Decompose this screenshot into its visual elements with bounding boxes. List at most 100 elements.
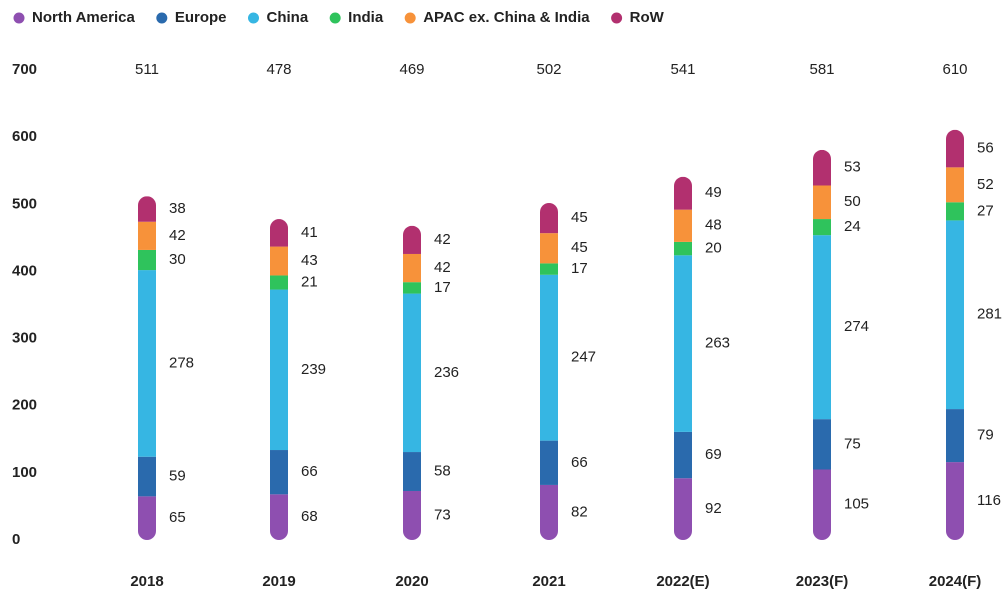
legend-swatch <box>248 12 259 24</box>
x-tick-label: 2019 <box>262 573 295 590</box>
y-tick-label: 200 <box>12 397 37 414</box>
y-tick-label: 100 <box>12 464 37 481</box>
data-label: 53 <box>844 159 861 176</box>
bar-segment <box>403 253 421 283</box>
bar-segment <box>403 293 421 453</box>
bar-segment <box>138 249 156 271</box>
bar-stack <box>403 225 421 540</box>
data-label: 50 <box>844 193 861 210</box>
data-label: 278 <box>169 354 194 371</box>
data-label: 42 <box>434 259 451 276</box>
bar-segment <box>540 440 558 485</box>
data-label: 38 <box>169 200 186 217</box>
data-label: 20 <box>705 240 722 257</box>
bar-segment <box>813 469 831 540</box>
x-tick-label: 2024(F) <box>929 573 982 590</box>
bar-segment <box>138 270 156 457</box>
bar-segment <box>540 484 558 540</box>
bar-segment <box>674 209 692 242</box>
data-label: 58 <box>434 462 451 479</box>
y-tick-label: 400 <box>12 262 37 279</box>
bar-segment <box>138 221 156 250</box>
data-label: 236 <box>434 364 459 381</box>
bar-stack <box>674 176 692 540</box>
bar-segment <box>540 233 558 264</box>
bar-segment <box>540 274 558 441</box>
total-label: 511 <box>135 61 159 78</box>
data-label: 42 <box>169 227 186 244</box>
data-label: 68 <box>301 508 318 525</box>
bar-stack <box>138 196 156 540</box>
bar-stack <box>270 219 288 540</box>
bar-segment <box>270 246 288 276</box>
legend-swatch <box>156 12 168 24</box>
y-tick-label: 300 <box>12 330 37 347</box>
data-label: 92 <box>705 500 722 517</box>
legend-swatch <box>329 12 341 24</box>
bar-segment <box>813 419 831 470</box>
total-label: 581 <box>809 61 834 78</box>
bar-segment <box>946 167 964 203</box>
legend-label: India <box>348 9 384 26</box>
x-tick-label: 2021 <box>532 573 565 590</box>
x-tick-label: 2018 <box>130 573 163 590</box>
data-label: 59 <box>169 468 186 485</box>
bar-segment <box>403 225 421 254</box>
data-label: 42 <box>434 231 451 248</box>
bar-segment <box>946 129 964 168</box>
data-label: 75 <box>844 435 861 452</box>
data-label: 239 <box>301 361 326 378</box>
total-label: 478 <box>266 61 291 78</box>
data-label: 45 <box>571 209 588 226</box>
data-label: 82 <box>571 503 588 520</box>
data-label: 69 <box>705 446 722 463</box>
bar-segment <box>270 289 288 451</box>
bar-segment <box>403 452 421 491</box>
data-label: 105 <box>844 496 869 513</box>
bar-stack <box>946 129 964 540</box>
data-label: 66 <box>301 463 318 480</box>
x-tick-label: 2022(E) <box>656 573 709 590</box>
legend-swatch <box>404 12 416 24</box>
x-tick-label: 2020 <box>395 573 428 590</box>
data-label: 274 <box>844 318 869 335</box>
bar-segment <box>674 478 692 540</box>
bar-segment <box>946 202 964 221</box>
data-label: 116 <box>977 492 1001 509</box>
data-label: 49 <box>705 184 722 201</box>
legend-swatch <box>13 12 25 24</box>
bar-segment <box>674 176 692 210</box>
data-label: 17 <box>571 260 588 277</box>
data-label: 30 <box>169 251 186 268</box>
bar-segment <box>270 494 288 540</box>
data-label: 73 <box>434 506 451 523</box>
bar-stack <box>540 202 558 540</box>
y-tick-label: 600 <box>12 128 37 145</box>
data-label: 79 <box>977 427 994 444</box>
data-label: 45 <box>571 239 588 256</box>
bar-segment <box>540 263 558 275</box>
legend-swatch <box>611 12 623 24</box>
bar-segment <box>946 409 964 463</box>
bar-segment <box>813 149 831 186</box>
data-label: 24 <box>844 218 861 235</box>
total-label: 469 <box>399 61 424 78</box>
bar-segment <box>674 431 692 479</box>
legend-label: China <box>267 9 309 26</box>
legend-label: Europe <box>175 9 227 26</box>
data-label: 41 <box>301 224 318 241</box>
total-label: 541 <box>670 61 695 78</box>
data-label: 48 <box>705 217 722 234</box>
data-label: 17 <box>434 279 451 296</box>
y-tick-label: 0 <box>12 531 20 548</box>
bar-stack <box>813 149 831 540</box>
legend-label: North America <box>32 9 135 26</box>
data-label: 21 <box>301 273 318 290</box>
y-tick-label: 700 <box>12 61 37 78</box>
bar-segment <box>674 241 692 256</box>
data-label: 56 <box>977 140 994 157</box>
bar-segment <box>138 196 156 222</box>
data-label: 263 <box>705 335 730 352</box>
data-label: 65 <box>169 509 186 526</box>
